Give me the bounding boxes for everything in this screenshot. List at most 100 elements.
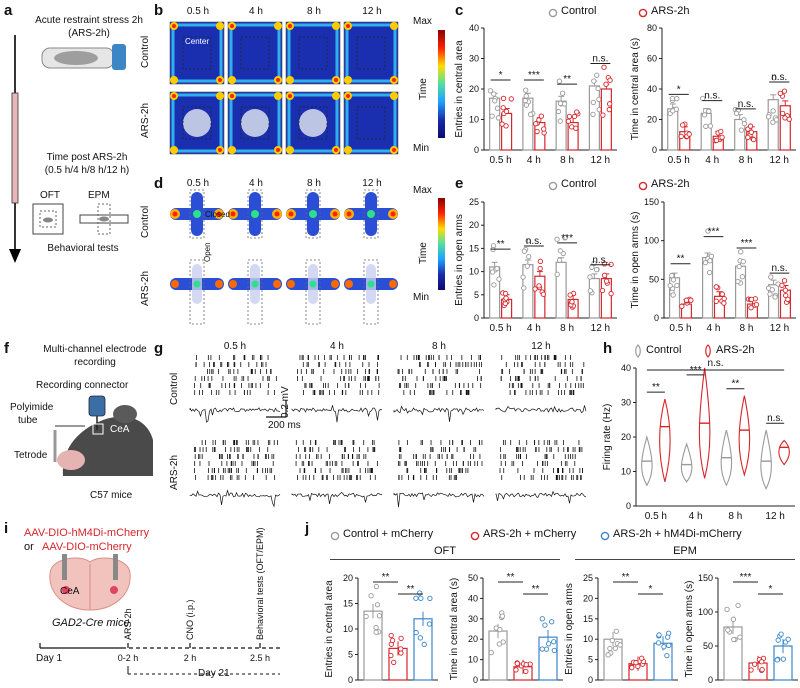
open-arm-outline [247, 189, 263, 239]
timeline-arrow [9, 35, 21, 263]
j-legend-control-marker [330, 531, 340, 541]
data-point [600, 112, 606, 118]
panel-label-c: c [455, 2, 464, 19]
data-point [556, 78, 563, 84]
heatmap-hotspot-core [172, 94, 176, 98]
data-point [521, 285, 527, 291]
data-point [523, 87, 529, 93]
data-point [774, 657, 780, 663]
open-arm-outline [189, 189, 205, 239]
open-arm-outline [305, 259, 321, 325]
bar-control [555, 261, 567, 319]
bar-control [700, 112, 712, 151]
significance-mark: * [649, 584, 653, 595]
data-point [770, 119, 776, 125]
bar-ars [600, 88, 612, 151]
mouse-electrode-illustration [53, 395, 153, 476]
oft-epm-arenas [32, 203, 129, 235]
heatmap-hotspot [332, 92, 340, 100]
data-point [566, 113, 573, 120]
data-point [771, 75, 777, 81]
data-point [737, 634, 743, 640]
maze-hotspot-core [230, 211, 236, 217]
data-point [557, 100, 564, 107]
voltage-trace [189, 489, 281, 508]
data-point [705, 228, 711, 234]
data-point [609, 637, 615, 644]
d-time-3: 12 h [362, 178, 382, 189]
y-tick-label: 0 [474, 145, 479, 155]
data-point [701, 112, 708, 118]
open-arm-outline [305, 189, 321, 239]
heatmap-hotspot-core [392, 148, 396, 152]
timeline-step-label: ARS-2h [123, 608, 133, 640]
bar-control [588, 85, 600, 151]
data-point [748, 129, 755, 135]
heatmap-hotspot [170, 76, 178, 84]
data-point [769, 287, 775, 293]
data-point [376, 613, 383, 619]
x-category-label: 0.5 h [490, 323, 512, 334]
violin-ars [659, 398, 671, 482]
y-axis-label: Entries in central area [324, 580, 335, 678]
y-tick-label: 20 [621, 432, 631, 442]
data-point [533, 121, 539, 127]
data-point [541, 126, 547, 132]
heatmap-hotspot [390, 22, 398, 30]
heatmap-hotspot [344, 76, 352, 84]
data-point [706, 108, 712, 114]
timeline-step-time: 0-2 h [118, 653, 139, 663]
y-tick-label: 100 [698, 607, 713, 617]
data-point [398, 635, 404, 642]
oft-group-label: OFT [434, 545, 456, 557]
data-point [601, 272, 608, 278]
heatmap-center-freeze [299, 109, 327, 137]
timeline-step-time: 2 h [184, 653, 197, 663]
panel-label-i: i [4, 520, 9, 537]
y-tick-label: 10 [621, 467, 631, 477]
significance-mark: n.s. [767, 413, 783, 424]
data-point [706, 269, 713, 276]
maze-hotspot [287, 280, 295, 288]
data-point [537, 258, 544, 265]
data-point [557, 257, 563, 263]
x-category-label: 8 h [739, 155, 753, 166]
data-point [559, 90, 566, 96]
heatmap-wall-trace [171, 93, 223, 153]
y-tick-label: 20 [343, 573, 353, 583]
significance-mark: n.s. [592, 54, 608, 65]
data-point [718, 128, 724, 135]
d-time-0: 0.5 h [186, 178, 210, 189]
g-time-3: 12 h [531, 341, 551, 352]
data-point [500, 95, 507, 102]
j-legend-ars-hm4di-marker [600, 531, 610, 541]
data-point [562, 234, 569, 240]
data-point [745, 134, 751, 141]
maze-hotspot [215, 280, 223, 288]
y-tick-label: 10 [469, 267, 479, 277]
data-point [593, 266, 600, 273]
data-point [590, 111, 596, 118]
y-tick-label: 15 [469, 243, 479, 253]
tube-label: tube [18, 415, 38, 426]
data-point [707, 123, 714, 129]
significance-mark: * [499, 70, 503, 81]
y-tick-label: 10 [468, 655, 478, 665]
significance-mark: ** [532, 584, 540, 595]
data-point [713, 137, 720, 143]
oft-heatmap-cell [169, 21, 225, 85]
data-point [363, 613, 369, 620]
y-tick-label: 50 [703, 641, 713, 651]
data-point [496, 276, 502, 282]
x-category-label: 4 h [689, 511, 703, 522]
oft-heatmap-cell [227, 21, 283, 85]
significance-mark: ** [497, 239, 505, 250]
center-zone-outline [182, 106, 212, 140]
data-point [669, 273, 675, 279]
j-legend-ars-mcherry: ARS-2h + mCherry [483, 528, 577, 540]
maze-hotspot [345, 280, 353, 288]
oft-group-line [330, 559, 560, 560]
d-row-ars: ARS-2h [140, 270, 151, 306]
significance-mark: * [677, 84, 681, 95]
data-point [594, 72, 600, 78]
